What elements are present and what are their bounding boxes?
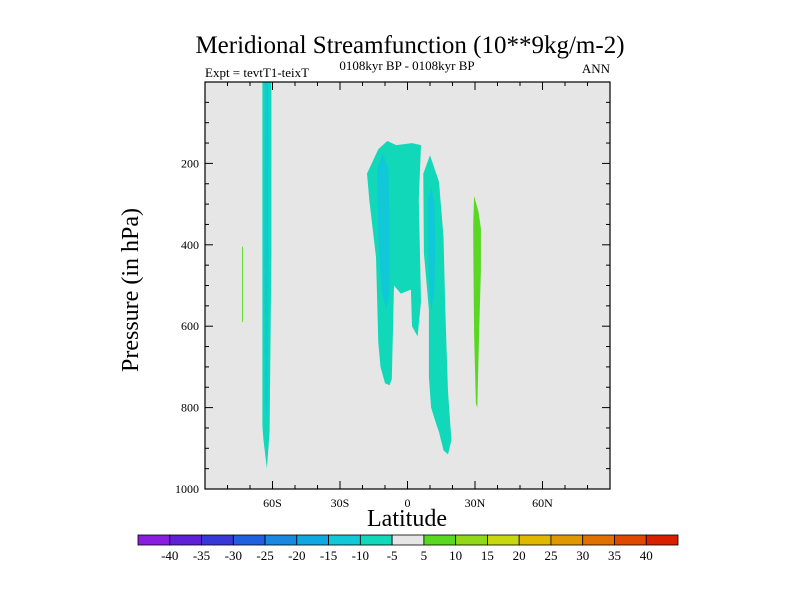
y-tick-label: 800 (181, 401, 199, 415)
colorbar-label: 20 (513, 548, 526, 563)
contour-regions (242, 82, 481, 469)
contour-region-sh-high-lat-core (264, 82, 269, 420)
x-tick-label: 30S (331, 496, 350, 510)
x-tick-label: 30N (465, 496, 486, 510)
colorbar-box (645, 534, 679, 546)
x-axis-label: Latitude (367, 506, 447, 532)
axes: 60S 30S 0 30N 60N 200 400 600 800 1000 (175, 82, 610, 510)
colorbar-box (550, 534, 584, 546)
colorbar-label: -40 (161, 548, 178, 563)
colorbar-label: 30 (576, 548, 589, 563)
left-string: Expt = tevtT1-teixT (205, 65, 309, 80)
colorbar-label: -25 (256, 548, 273, 563)
colorbar-box (423, 534, 457, 546)
colorbar-label: 5 (421, 548, 428, 563)
right-string: ANN (582, 61, 611, 76)
y-tick-label: 200 (181, 156, 199, 170)
colorbar-box (518, 534, 552, 546)
colorbar-box (455, 534, 488, 546)
center-string: 0108kyr BP - 0108kyr BP (339, 58, 474, 73)
colorbar-box (296, 534, 329, 546)
x-tick-label: 60S (263, 496, 282, 510)
colorbar-box (391, 534, 425, 546)
colorbar-box (328, 534, 361, 546)
colorbar-box (232, 534, 266, 546)
colorbar-label: -10 (352, 548, 369, 563)
colorbar-label: -15 (320, 548, 337, 563)
contour-region-tropical-north-core (428, 187, 436, 310)
colorbar-box (169, 534, 202, 546)
colorbar-box (487, 534, 520, 546)
colorbar-box (582, 534, 615, 546)
contour-region-tropical-south-core (377, 153, 390, 310)
colorbar-label: -20 (288, 548, 305, 563)
colorbar-box (614, 534, 647, 546)
colorbar-label: 10 (449, 548, 462, 563)
colorbar-label: 15 (481, 548, 494, 563)
colorbar-box (137, 534, 171, 546)
colorbar-label: -30 (225, 548, 242, 563)
colorbar-label: -5 (387, 548, 398, 563)
colorbar-label: -35 (193, 548, 210, 563)
colorbar-label: 35 (608, 548, 621, 563)
contour-region-thin-positive-line (242, 246, 243, 323)
y-tick-label: 400 (181, 238, 199, 252)
x-tick-label: 0 (405, 496, 411, 510)
contour-region-nh-positive-cell (473, 196, 481, 408)
x-tick-label: 60N (532, 496, 553, 510)
colorbar-box (359, 534, 393, 546)
chart-title: Meridional Streamfunction (10**9kg/m-2) (195, 32, 624, 59)
colorbar-box (264, 534, 298, 546)
y-axis-label: Pressure (in hPa) (118, 208, 144, 372)
y-tick-label: 1000 (175, 482, 199, 496)
colorbar: -40 -35 -30 -25 -20 -15 -10 -5 5 10 15 20 25 30 35 40 (137, 534, 679, 563)
colorbar-label: 40 (640, 548, 653, 563)
y-tick-label: 600 (181, 319, 199, 333)
colorbar-label: 25 (544, 548, 557, 563)
colorbar-box (201, 534, 234, 546)
